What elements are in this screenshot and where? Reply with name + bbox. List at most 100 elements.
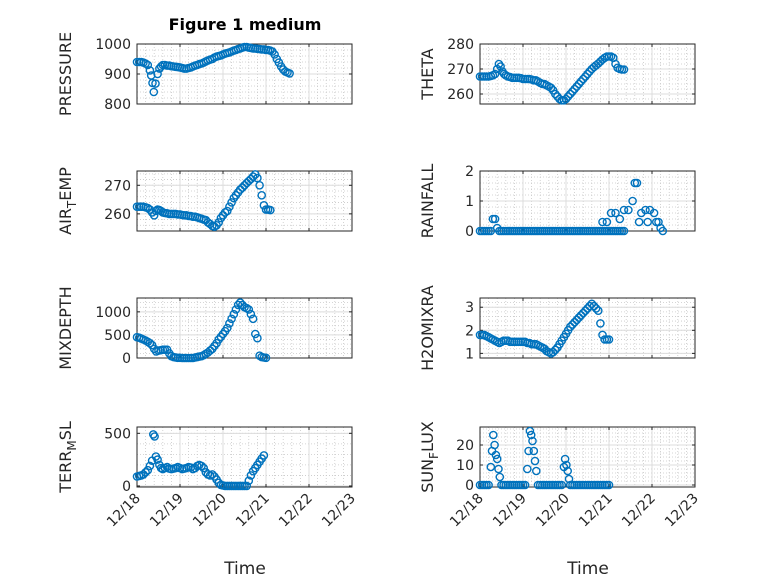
data-point xyxy=(199,463,208,473)
data-point xyxy=(619,205,629,215)
y-axis-label-part: RAINFALL xyxy=(418,164,437,239)
data-point xyxy=(658,226,668,236)
y-tick-label: 1 xyxy=(465,194,474,210)
subplot-theta: 260 270 280 THETA xyxy=(418,37,696,105)
y-tick-label: 500 xyxy=(104,328,131,344)
y-axis-label-part: MIXDEPTH xyxy=(56,286,75,369)
data-point xyxy=(151,79,160,88)
data-point xyxy=(242,481,251,491)
data-point xyxy=(490,69,500,79)
data-point xyxy=(589,301,599,311)
data-point xyxy=(530,456,540,466)
data-point xyxy=(611,208,620,218)
data-point xyxy=(244,305,254,314)
data-point xyxy=(581,306,590,316)
y-tick-label: 20 xyxy=(456,438,474,454)
data-point xyxy=(520,480,530,490)
data-point xyxy=(594,306,603,316)
y-tick-label: 280 xyxy=(447,37,474,53)
data-point xyxy=(141,59,150,68)
x-axis-label-right: Time xyxy=(566,559,609,579)
data-point xyxy=(563,466,573,476)
data-point xyxy=(145,461,155,471)
subplot-h2omixra: 1 2 3 H2OMIXRA xyxy=(418,285,696,371)
data-point xyxy=(149,87,159,97)
data-point xyxy=(649,208,659,218)
y-tick-label: 260 xyxy=(447,87,474,103)
data-point xyxy=(583,69,592,79)
data-point xyxy=(578,74,588,84)
data-point xyxy=(495,472,505,482)
data-point xyxy=(153,455,162,464)
y-tick-label: 1 xyxy=(465,346,474,362)
data-point xyxy=(492,454,502,464)
data-point xyxy=(619,65,629,74)
y-axis-label-part: SUN xyxy=(418,459,437,493)
data-point xyxy=(566,322,575,332)
data-point xyxy=(585,67,594,76)
data-point xyxy=(526,430,536,440)
data-point xyxy=(225,202,234,211)
y-axis-label-part: T xyxy=(65,200,79,209)
y-tick-label: 2 xyxy=(465,323,474,339)
data-point xyxy=(143,465,153,475)
data-point xyxy=(548,347,558,357)
data-point xyxy=(562,460,571,470)
data-point xyxy=(529,446,539,456)
data-point xyxy=(570,317,579,327)
data-point xyxy=(143,60,153,70)
data-point xyxy=(141,467,150,477)
y-axis-label-part: EMP xyxy=(56,167,75,201)
data-point xyxy=(566,89,575,99)
y-axis-label: H2OMIXRA xyxy=(418,285,437,371)
y-tick-label: 270 xyxy=(447,62,474,78)
y-tick-label: 0 xyxy=(122,351,131,367)
data-point xyxy=(484,480,493,490)
data-point xyxy=(624,205,633,215)
data-point xyxy=(491,450,501,460)
data-point xyxy=(231,305,241,314)
data-point xyxy=(153,69,162,79)
data-point xyxy=(570,84,579,94)
data-point xyxy=(494,464,503,474)
data-point xyxy=(222,323,232,333)
data-point xyxy=(207,470,217,479)
data-point xyxy=(643,217,653,227)
subplot-pressure: 800 900 1000 PRESSURE xyxy=(56,32,353,116)
y-tick-label: 0 xyxy=(122,479,131,495)
data-point xyxy=(143,203,153,213)
y-axis-label-part: M xyxy=(65,440,79,450)
subplot-rainfall: 0 1 2 RAINFALL xyxy=(418,164,696,240)
y-axis-label: PRESSURE xyxy=(56,32,75,116)
data-point xyxy=(248,314,258,324)
axes-box xyxy=(136,426,353,488)
data-point xyxy=(551,345,560,355)
y-tick-label: 500 xyxy=(104,426,131,442)
y-tick-label: 260 xyxy=(104,207,131,223)
data-point xyxy=(604,480,614,490)
data-point xyxy=(596,319,605,328)
data-point xyxy=(528,436,537,446)
data-point xyxy=(641,205,650,215)
y-axis-label-part: H2OMIXRA xyxy=(418,285,437,371)
data-point xyxy=(246,309,256,319)
data-point xyxy=(576,77,586,86)
subplot-mixdepth: 0 500 1000 MIXDEPTH xyxy=(56,286,353,370)
y-axis-label: AIRTEMP xyxy=(56,167,79,235)
axes-box xyxy=(479,297,696,359)
data-point xyxy=(265,205,275,215)
y-tick-label: 900 xyxy=(104,67,131,83)
axes-box xyxy=(479,426,696,488)
figure-title: Figure 1 medium xyxy=(169,15,322,34)
y-axis-label: TERRMSL xyxy=(56,421,79,494)
axes-box xyxy=(136,297,353,359)
data-point xyxy=(229,309,239,319)
data-point xyxy=(246,471,256,480)
y-axis-label-part: LUX xyxy=(418,421,437,452)
data-point xyxy=(560,454,570,464)
subplot-air_temp: 260 270 AIRTEMP xyxy=(56,167,353,235)
data-point xyxy=(546,83,556,93)
y-axis-label-part: THETA xyxy=(418,48,437,100)
